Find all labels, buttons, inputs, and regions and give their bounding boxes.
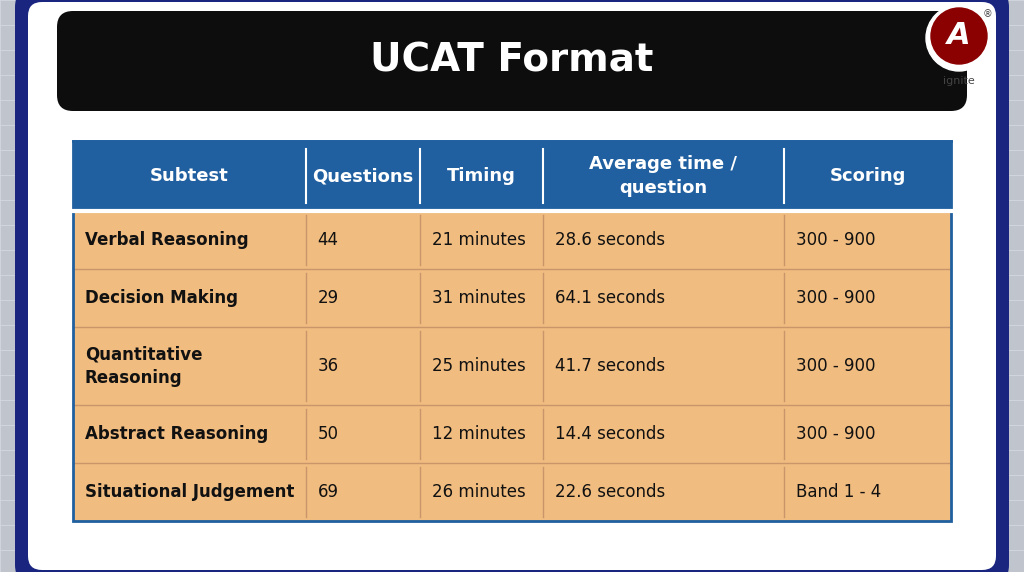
Text: 50: 50 <box>317 425 339 443</box>
Text: 64.1 seconds: 64.1 seconds <box>555 289 665 307</box>
Text: 44: 44 <box>317 231 339 249</box>
Bar <box>73 463 951 521</box>
Bar <box>73 211 951 269</box>
Text: Situational Judgement: Situational Judgement <box>85 483 294 501</box>
Text: 22.6 seconds: 22.6 seconds <box>555 483 665 501</box>
Text: 31 minutes: 31 minutes <box>432 289 525 307</box>
Bar <box>73 141 951 521</box>
Text: Band 1 - 4: Band 1 - 4 <box>797 483 882 501</box>
Text: Quantitative
Reasoning: Quantitative Reasoning <box>85 345 203 387</box>
Text: Decision Making: Decision Making <box>85 289 238 307</box>
Text: Abstract Reasoning: Abstract Reasoning <box>85 425 268 443</box>
Text: 26 minutes: 26 minutes <box>432 483 525 501</box>
Text: 29: 29 <box>317 289 339 307</box>
Text: 300 - 900: 300 - 900 <box>797 357 876 375</box>
Circle shape <box>931 8 987 64</box>
Text: ®: ® <box>982 9 992 19</box>
Circle shape <box>926 5 992 71</box>
Bar <box>73 327 951 405</box>
FancyBboxPatch shape <box>28 2 996 570</box>
Text: 21 minutes: 21 minutes <box>432 231 525 249</box>
Text: 28.6 seconds: 28.6 seconds <box>555 231 665 249</box>
Bar <box>73 405 951 463</box>
Text: A: A <box>947 22 971 50</box>
Text: 300 - 900: 300 - 900 <box>797 425 876 443</box>
Text: 25 minutes: 25 minutes <box>432 357 525 375</box>
Text: Subtest: Subtest <box>150 167 228 185</box>
Text: 69: 69 <box>317 483 339 501</box>
Text: Timing: Timing <box>446 167 516 185</box>
Text: Verbal Reasoning: Verbal Reasoning <box>85 231 249 249</box>
Text: Questions: Questions <box>312 167 414 185</box>
FancyBboxPatch shape <box>15 0 1009 572</box>
Text: UCAT Format: UCAT Format <box>371 42 653 80</box>
Bar <box>73 269 951 327</box>
Text: 12 minutes: 12 minutes <box>432 425 525 443</box>
Text: ignite: ignite <box>943 76 975 86</box>
Text: Scoring: Scoring <box>829 167 906 185</box>
FancyBboxPatch shape <box>57 11 967 111</box>
Text: 41.7 seconds: 41.7 seconds <box>555 357 665 375</box>
Text: 36: 36 <box>317 357 339 375</box>
Text: 300 - 900: 300 - 900 <box>797 289 876 307</box>
Text: 14.4 seconds: 14.4 seconds <box>555 425 665 443</box>
Text: Average time /
question: Average time / question <box>590 155 737 197</box>
Text: 300 - 900: 300 - 900 <box>797 231 876 249</box>
Bar <box>73 141 951 211</box>
